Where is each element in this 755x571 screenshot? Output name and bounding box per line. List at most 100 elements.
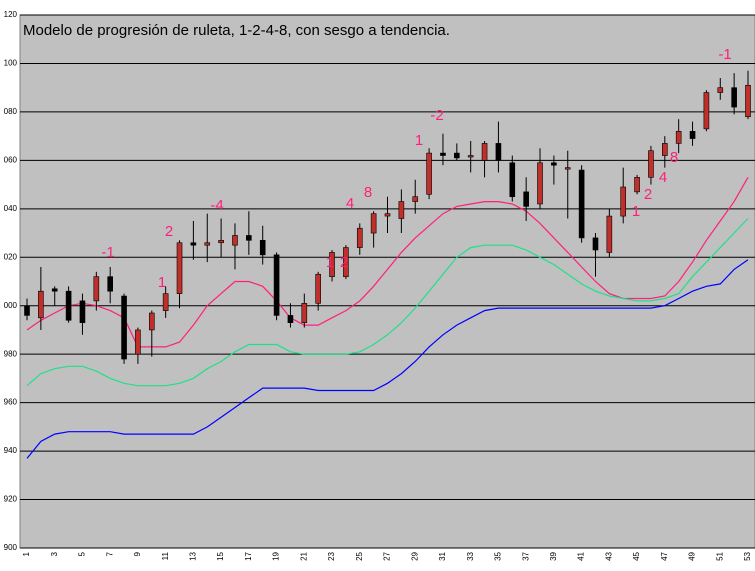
x-tick-label: 41 (577, 551, 586, 560)
x-tick-label: 25 (355, 551, 364, 560)
candle-body (426, 152, 432, 195)
y-tick-label: 100 (4, 59, 18, 68)
candle-body (246, 235, 252, 241)
candle-body (578, 169, 585, 239)
candle-body (65, 290, 72, 321)
candle-body (259, 240, 266, 256)
ma-line (26, 218, 749, 387)
x-tick-label: 21 (299, 551, 308, 560)
x-tick-label: 49 (688, 551, 697, 560)
candle-body (703, 92, 710, 130)
candle-body (717, 87, 724, 93)
candle-body (93, 276, 100, 302)
candle-body (398, 201, 405, 219)
x-tick-label: 7 (105, 551, 114, 556)
annotation: -2 (430, 107, 443, 124)
candle-body (232, 235, 238, 246)
candle-body (634, 177, 640, 193)
annotation: 1 (158, 274, 166, 291)
candle-body (204, 242, 211, 246)
annotation: 2 (165, 223, 173, 240)
chart-title: Modelo de progresión de ruleta, 1-2-4-8,… (23, 22, 450, 39)
y-tick-label: 040 (4, 204, 18, 213)
x-tick-label: 33 (466, 551, 475, 560)
candle-body (79, 300, 86, 323)
candle-body (329, 252, 335, 277)
candle-body (370, 213, 377, 234)
annotation: 1 (415, 132, 423, 149)
candle-body (537, 162, 543, 205)
x-tick-label: 37 (521, 551, 530, 560)
annotation: 1 (326, 254, 334, 271)
ma-line (26, 177, 749, 348)
x-tick-label: 29 (410, 551, 419, 560)
grid (20, 14, 755, 549)
candle-body (135, 329, 141, 355)
candle-body (301, 303, 308, 323)
candle-body (107, 276, 113, 292)
candle-body (176, 242, 183, 294)
candle-body (606, 215, 613, 253)
lines (26, 177, 749, 459)
annotation: -1 (718, 46, 731, 63)
annotation: 8 (364, 184, 372, 201)
candle-body (731, 87, 737, 108)
annotation: -4 (210, 197, 223, 214)
x-tick-label: 45 (632, 551, 641, 560)
plot-area (19, 14, 755, 549)
annotation: 8 (670, 149, 678, 166)
x-tick-label: 35 (494, 551, 503, 560)
x-tick-label: 27 (383, 551, 392, 560)
candle-body (343, 247, 349, 277)
ma-line (26, 259, 749, 459)
candle-body (148, 312, 155, 331)
candle-body (564, 167, 571, 170)
candle-body (481, 143, 488, 161)
x-tick-label: 31 (438, 551, 447, 560)
candle-body (273, 254, 280, 316)
y-tick-label: 000 (4, 301, 18, 310)
y-tick-label: 900 (4, 543, 18, 552)
candle-body (218, 240, 224, 244)
candle-body (620, 186, 627, 217)
x-tick-label: 11 (161, 551, 170, 560)
candle-body (162, 293, 169, 311)
y-tick-label: 060 (4, 155, 18, 164)
x-tick-label: 1 (22, 551, 31, 556)
candle-body (121, 295, 127, 360)
x-tick-label: 13 (188, 551, 197, 560)
candle-body (662, 143, 668, 156)
x-tick-label: 17 (244, 551, 253, 560)
candle-body (51, 288, 58, 292)
candles (24, 70, 751, 364)
annotation: -1 (101, 244, 114, 261)
x-tick-label: 23 (327, 551, 336, 560)
candle-body (440, 152, 446, 156)
candle-body (648, 150, 654, 178)
x-tick-label: 51 (715, 551, 724, 560)
annotation: 1 (632, 203, 640, 220)
candle-body (592, 237, 599, 251)
candle-body (412, 196, 419, 202)
candle-body (384, 213, 391, 217)
annotation: 4 (346, 195, 354, 212)
candle-body (38, 290, 44, 319)
candle-body (454, 152, 460, 159)
candle-body (495, 143, 502, 161)
x-tick-label: 5 (78, 551, 87, 556)
x-tick-label: 53 (743, 551, 752, 560)
x-tick-label: 3 (50, 551, 59, 556)
y-tick-label: 920 (4, 495, 18, 504)
x-tick-label: 43 (604, 551, 613, 560)
x-tick-label: 39 (549, 551, 558, 560)
y-tick-label: 980 (4, 349, 18, 358)
x-tick-label: 9 (133, 551, 142, 556)
candle-body (356, 227, 363, 248)
candle-body (509, 162, 516, 198)
candle-body (523, 191, 529, 207)
candle-body (287, 315, 294, 323)
candle-body (190, 242, 197, 246)
